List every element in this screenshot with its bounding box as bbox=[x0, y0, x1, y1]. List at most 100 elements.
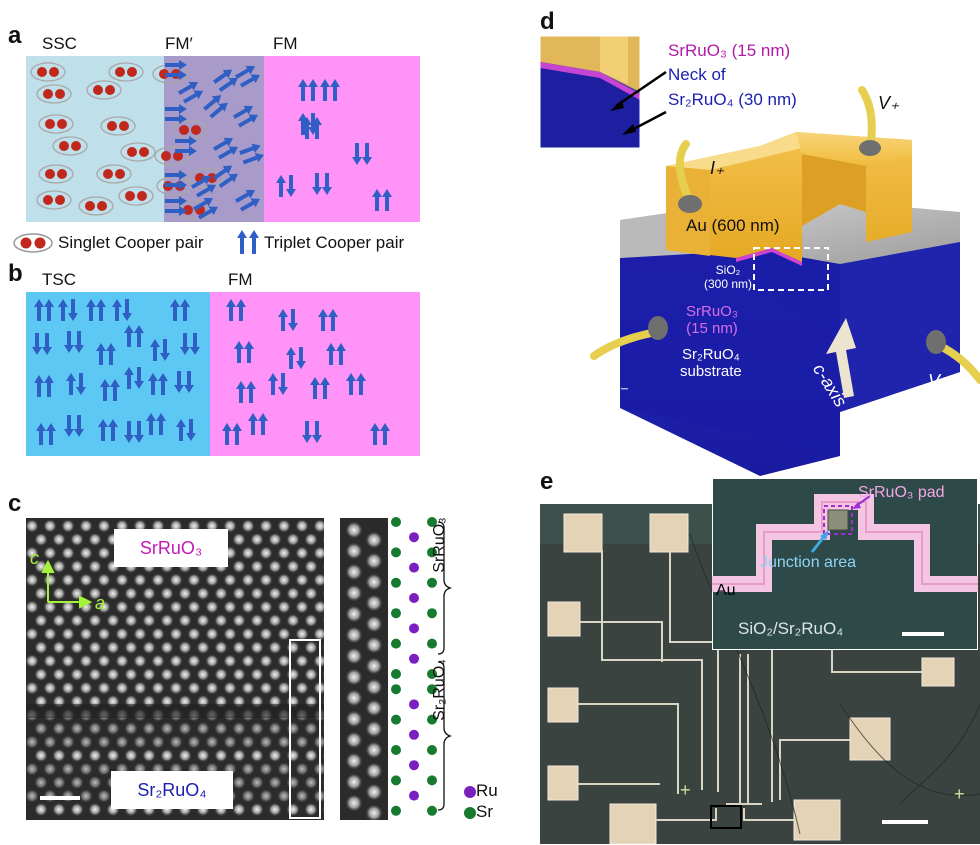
stem-bottom-label: Sr₂RuO₄ bbox=[111, 771, 233, 809]
device-schematic bbox=[540, 36, 980, 476]
triplet-pair bbox=[352, 143, 372, 165]
triplet-pair bbox=[320, 79, 340, 101]
singlet-pair bbox=[86, 80, 122, 100]
triplet-pair bbox=[124, 367, 144, 389]
triplet-pair bbox=[148, 373, 168, 395]
c-axis-arrow bbox=[826, 318, 856, 398]
panel-b-label: b bbox=[8, 260, 23, 287]
triplet-pair bbox=[64, 331, 84, 353]
singlet-pair bbox=[38, 164, 74, 184]
singlet-pair bbox=[96, 164, 132, 184]
stem-image bbox=[26, 518, 324, 820]
singlet-pair bbox=[38, 114, 74, 134]
srruo3-pad bbox=[827, 509, 849, 531]
brace-srruo3-label: SrRuO₃ bbox=[431, 517, 448, 573]
au-inset-label: Au bbox=[716, 582, 736, 599]
triplet-pair bbox=[276, 175, 296, 197]
triplet-pair bbox=[326, 343, 346, 365]
triplet-pair bbox=[96, 343, 116, 365]
ru-atom bbox=[409, 790, 419, 801]
v-minus-label: V₋ bbox=[928, 371, 950, 391]
sr-legend-dot bbox=[464, 807, 476, 819]
ru-atom bbox=[409, 532, 419, 543]
sr-atom bbox=[427, 517, 437, 527]
triplet-pair bbox=[58, 299, 78, 321]
tsc-label: TSC bbox=[42, 270, 76, 289]
stem-selection-box bbox=[289, 639, 321, 819]
triplet-pair bbox=[318, 309, 338, 331]
ssc-label: SSC bbox=[42, 34, 77, 53]
ru-atom bbox=[409, 699, 419, 710]
v-plus-label: V₊ bbox=[878, 93, 900, 113]
sr-atom bbox=[391, 638, 401, 649]
sr-atom bbox=[391, 714, 401, 725]
ru-atom bbox=[409, 760, 419, 771]
singlet-legend-text: Singlet Cooper pair bbox=[58, 233, 204, 252]
stem-top-label: SrRuO₃ bbox=[114, 529, 228, 567]
ru-atom bbox=[409, 623, 419, 634]
triplet-pair bbox=[175, 136, 197, 156]
sio2-line2: (300 nm) bbox=[704, 277, 753, 291]
triplet-pair bbox=[226, 299, 246, 321]
panel-a-label: a bbox=[8, 22, 22, 49]
substrate-line1: Sr₂RuO₄ bbox=[681, 346, 740, 363]
triplet-pair bbox=[112, 299, 132, 321]
sr-atom bbox=[427, 608, 437, 619]
triplet-pair bbox=[165, 104, 187, 124]
triplet-pair bbox=[66, 373, 86, 395]
triplet-pair bbox=[286, 347, 306, 369]
micrograph-inset bbox=[712, 478, 978, 650]
substrate-line2: substrate bbox=[680, 363, 742, 380]
sr-atom bbox=[391, 517, 401, 527]
triplet-pair bbox=[146, 413, 166, 435]
triplet-pair bbox=[150, 339, 170, 361]
pad-dashed-box bbox=[823, 505, 853, 535]
ru-atom bbox=[409, 593, 419, 603]
i-minus-label: I₋ bbox=[614, 376, 629, 396]
axis-c-label: c bbox=[30, 548, 39, 568]
triplet-pair bbox=[372, 189, 392, 211]
singlet-pair-icon bbox=[13, 233, 53, 253]
singlet-pair bbox=[36, 84, 72, 104]
triplet-pair bbox=[180, 333, 200, 355]
triplet-pair bbox=[278, 309, 298, 331]
sr-atom bbox=[391, 608, 401, 619]
panel-d-label: d bbox=[540, 8, 555, 35]
sr-atom bbox=[391, 577, 401, 588]
triplet-pair bbox=[165, 196, 187, 216]
triplet-pair bbox=[36, 423, 56, 445]
triplet-pair bbox=[302, 421, 322, 443]
atom-model bbox=[391, 517, 476, 819]
singlet-pair bbox=[36, 190, 72, 210]
triplet-pair bbox=[165, 60, 187, 80]
singlet-pair bbox=[52, 136, 88, 156]
triplet-pair bbox=[64, 415, 84, 437]
brace-srruo3 bbox=[437, 521, 453, 655]
junction-area-label: Junction area bbox=[760, 554, 857, 571]
triplet-pair-icon bbox=[237, 230, 259, 254]
triplet-pair bbox=[170, 299, 190, 321]
triplet-pair bbox=[268, 373, 288, 395]
sio2-label: SiO₂ (300 nm) bbox=[704, 263, 752, 291]
axis-a-label: a bbox=[95, 593, 106, 613]
brace-sr2ruo4-label: Sr₂RuO₄ bbox=[431, 659, 448, 721]
ru-atom bbox=[409, 653, 419, 664]
triplet-pair bbox=[176, 419, 196, 441]
sr-atom bbox=[427, 714, 437, 725]
singlet-pair bbox=[78, 196, 114, 216]
neck-inset bbox=[540, 36, 641, 149]
junction-dashed-box bbox=[753, 247, 829, 291]
triplet-pair bbox=[248, 413, 268, 435]
triplet-pair bbox=[302, 117, 322, 139]
ru-atom bbox=[409, 729, 419, 740]
sr-atom bbox=[427, 547, 437, 558]
sr-atom bbox=[427, 669, 437, 679]
triplet-pair bbox=[298, 79, 318, 101]
stem-zoom bbox=[340, 518, 388, 820]
triplet-pair bbox=[190, 175, 217, 198]
sr-atom bbox=[391, 669, 401, 679]
singlet-pair bbox=[100, 116, 136, 136]
triplet-pair bbox=[370, 423, 390, 445]
triplet-pair bbox=[212, 165, 238, 189]
inset-label-neck: Neck of bbox=[668, 65, 726, 84]
